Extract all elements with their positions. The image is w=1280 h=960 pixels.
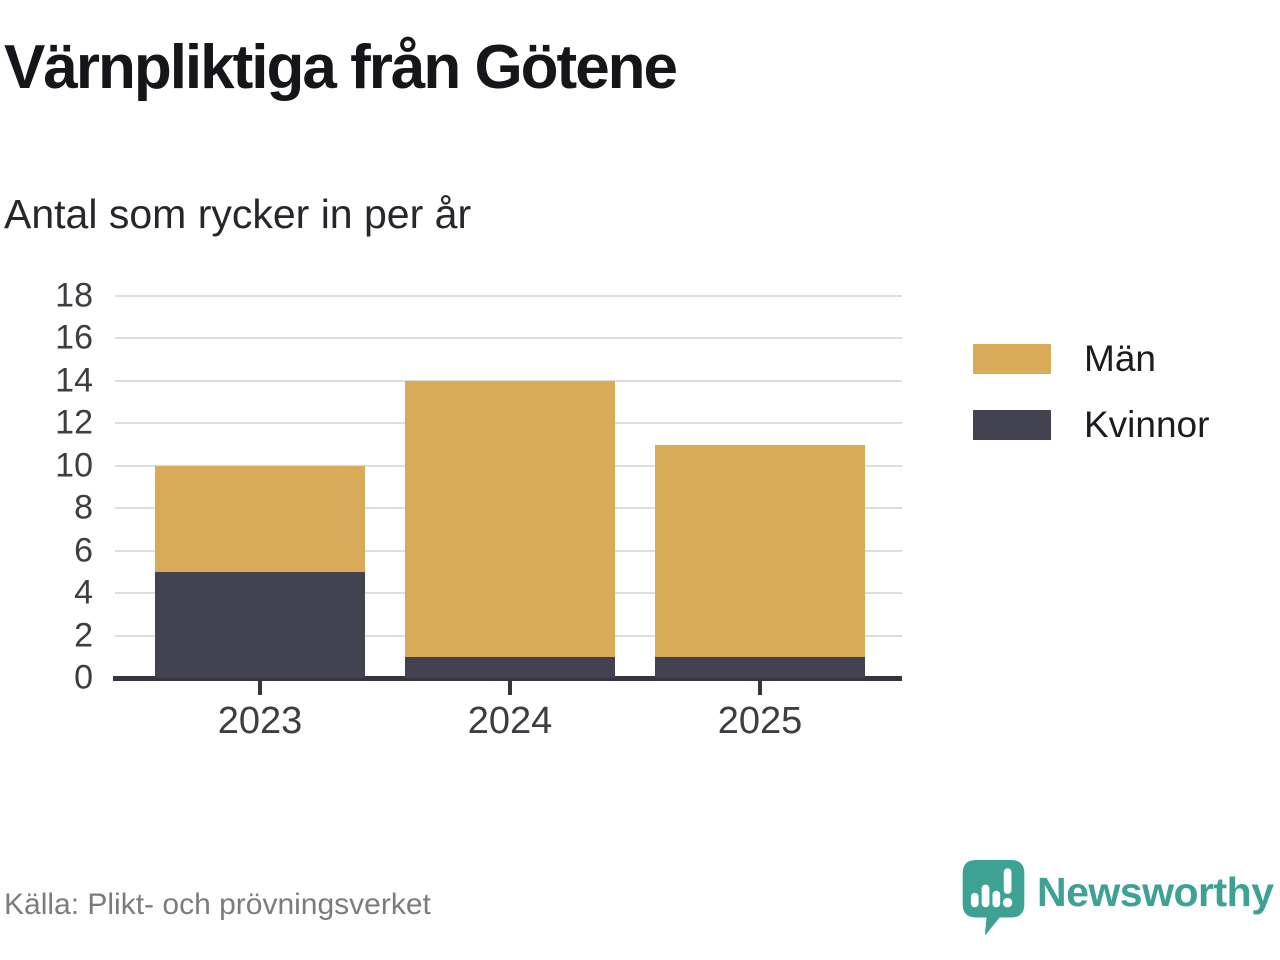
source-note: Källa: Plikt- och prövningsverket <box>4 888 431 921</box>
y-tick-label: 10 <box>55 446 93 485</box>
x-tick-label: 2025 <box>717 700 803 742</box>
newsworthy-logo: Newsworthy <box>962 860 1274 936</box>
y-tick-label: 18 <box>55 276 93 315</box>
x-tick <box>508 680 512 695</box>
x-tick-label: 2023 <box>217 700 303 742</box>
gridline <box>115 337 902 340</box>
chart-title: Värnpliktiga från Götene <box>4 33 678 102</box>
x-tick-label: 2024 <box>467 700 553 742</box>
y-tick-label: 6 <box>74 531 93 570</box>
y-tick-label: 2 <box>74 616 93 655</box>
y-tick-label: 4 <box>74 573 93 612</box>
y-tick-label: 12 <box>55 403 93 442</box>
x-axis-line <box>113 676 902 681</box>
bar-segment-kvinnor-2023 <box>155 571 365 678</box>
y-tick-label: 8 <box>74 488 93 527</box>
plot-area <box>113 295 902 695</box>
bar-segment-kvinnor-2025 <box>655 656 865 678</box>
legend-label-kvinnor: Kvinnor <box>1084 404 1210 445</box>
y-tick-label: 14 <box>55 361 93 400</box>
chart-subtitle: Antal som rycker in per år <box>4 191 472 237</box>
bar-segment-män-2023 <box>155 465 365 572</box>
x-tick <box>258 680 262 695</box>
legend-swatch-man <box>973 344 1051 374</box>
bar-segment-män-2024 <box>405 380 615 657</box>
gridline <box>115 379 902 382</box>
legend: Män Kvinnor <box>973 338 1209 470</box>
bar-segment-kvinnor-2024 <box>405 656 615 678</box>
legend-swatch-kvinnor <box>973 410 1051 440</box>
y-axis: 0 2 4 6 8 10 12 14 16 18 <box>0 277 93 697</box>
y-tick-label: 16 <box>55 318 93 357</box>
x-axis: 2023 2024 2025 <box>115 700 902 750</box>
newsworthy-bubble-chart-icon <box>962 860 1025 935</box>
y-tick-label: 0 <box>74 658 93 697</box>
legend-item-kvinnor: Kvinnor <box>973 404 1209 446</box>
bar-segment-män-2025 <box>655 444 865 657</box>
brand-name: Newsworthy <box>1037 868 1274 915</box>
x-tick <box>758 680 762 695</box>
gridline <box>115 295 902 297</box>
legend-label-man: Män <box>1084 338 1156 379</box>
legend-item-man: Män <box>973 338 1209 380</box>
